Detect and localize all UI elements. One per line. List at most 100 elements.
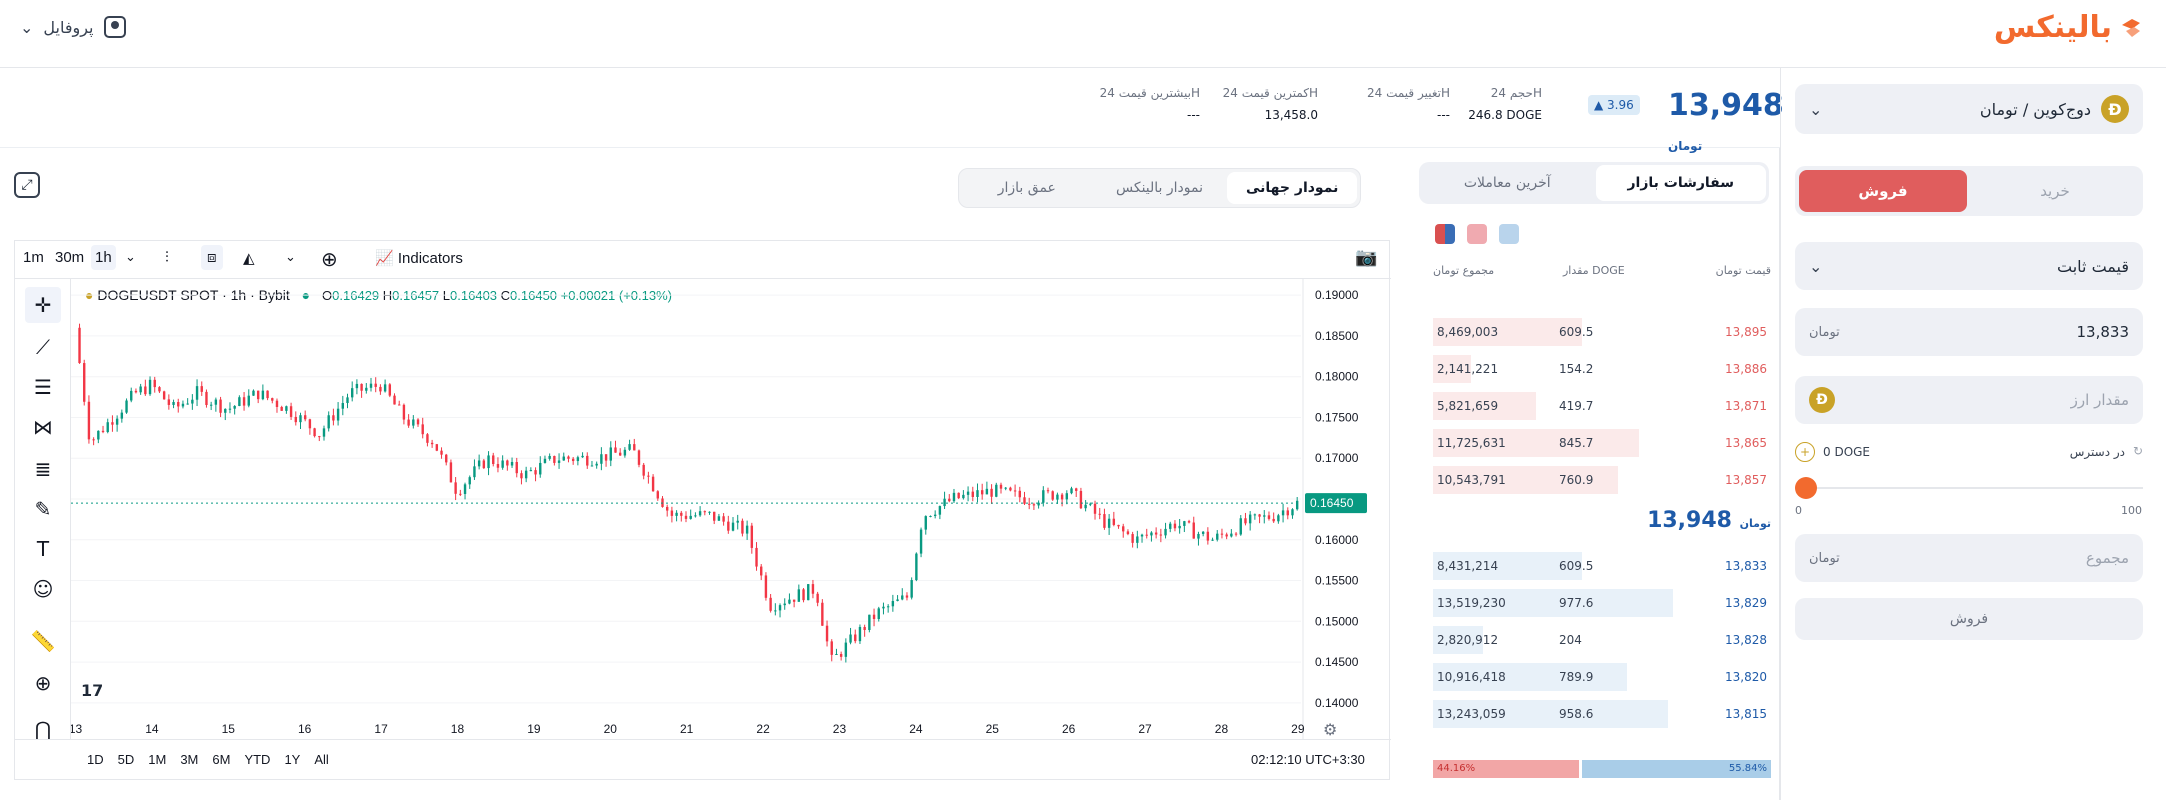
interval-1h[interactable]: 1h (91, 245, 116, 270)
ask-row[interactable]: 11,725,631 845.7 13,865 (1433, 429, 1771, 457)
candle (924, 516, 927, 530)
brush-icon[interactable]: ✎ (34, 497, 52, 521)
candles-icon[interactable]: ⧈ (201, 245, 223, 270)
chevron-down-icon[interactable]: ⌄ (285, 249, 296, 264)
logo-mark-icon (2122, 18, 2140, 37)
magnet-icon[interactable]: ⋂ (34, 717, 52, 741)
range-3m[interactable]: 3M (180, 752, 199, 767)
candle (745, 525, 749, 534)
doge-coin-icon: Ð (1809, 387, 1835, 413)
candle (910, 580, 913, 598)
chevron-down-icon[interactable]: ⌄ (125, 249, 136, 264)
trendline-icon[interactable]: ⟋ (36, 335, 50, 359)
candle (854, 634, 857, 642)
ask-row[interactable]: 2,141,221 154.2 13,886 (1433, 355, 1771, 383)
candle (665, 506, 669, 511)
bid-row[interactable]: 2,820,912 204 13,828 (1433, 626, 1771, 654)
view-both-icon[interactable] (1435, 224, 1455, 244)
text-icon[interactable]: T (36, 537, 50, 561)
zoom-icon[interactable]: ⊕ (34, 671, 52, 695)
camera-icon[interactable]: 📷 (1355, 247, 1378, 267)
y-tick-label: 0.19000 (1315, 288, 1359, 302)
tab-market-orders[interactable]: سفارشات بازار (1595, 165, 1766, 201)
amount-slider[interactable] (1795, 476, 2143, 500)
total-field[interactable]: تومان مجموع (1795, 534, 2143, 582)
view-bids-icon[interactable] (1499, 224, 1519, 244)
ask-row[interactable]: 8,469,003 609.5 13,895 (1433, 318, 1771, 346)
candle (1183, 521, 1186, 526)
range-all[interactable]: All (314, 752, 329, 767)
profile-menu[interactable]: ⌄ پروفایل (20, 16, 126, 38)
ruler-icon[interactable]: 📏 (30, 629, 56, 653)
candle (1145, 534, 1148, 536)
bid-row[interactable]: 13,519,230 977.6 13,829 (1433, 589, 1771, 617)
tab-depth[interactable]: عمق بازار (997, 180, 1056, 196)
add-indicator-icon[interactable]: ⊕ (321, 249, 338, 271)
slider-thumb[interactable] (1795, 477, 1817, 499)
stat-label: تغییر قیمت 24H (1366, 86, 1450, 100)
bid-row[interactable]: 8,431,214 609.5 13,833 (1433, 552, 1771, 580)
interval-1m[interactable]: 1m (23, 249, 44, 266)
ask-row[interactable]: 10,543,791 760.9 13,857 (1433, 466, 1771, 494)
pattern-icon[interactable]: ⋈ (33, 415, 53, 439)
candle (830, 641, 833, 655)
depth-bar (1433, 663, 1627, 691)
price-field[interactable]: تومان 13,833 (1795, 308, 2143, 356)
view-asks-icon[interactable] (1467, 224, 1487, 244)
bid-row[interactable]: 13,243,059 958.6 13,815 (1433, 700, 1771, 728)
candle (482, 460, 486, 469)
candle (703, 511, 707, 513)
drawing-tools: ✛ ⟋ ☰ ⋈ ≣ ✎ T ☺ 📏 ⊕ ⋂ (15, 279, 71, 741)
pair-selector[interactable]: ⌄ دوج‌کوین / تومان Ð (1795, 84, 2143, 134)
tab-balinex-chart[interactable]: نمودار بالینکس (1116, 180, 1204, 196)
candle (1107, 518, 1111, 528)
interval-30m[interactable]: 30m (55, 249, 85, 266)
settings-icon[interactable]: ⚙ (1323, 720, 1337, 739)
horizontal-lines-icon[interactable]: ☰ (34, 375, 52, 399)
candle (111, 422, 114, 425)
candle (1239, 518, 1242, 535)
candle (1079, 490, 1083, 509)
emoji-icon[interactable]: ☺ (32, 577, 54, 601)
logo-text: بالینکس (1993, 10, 2112, 45)
indicators-label: Indicators (397, 250, 463, 267)
range-1m[interactable]: 1M (148, 752, 167, 767)
price-plot[interactable]: 0.190000.185000.180000.175000.170000.165… (71, 279, 1391, 739)
bar-chart-icon[interactable]: ⫶ (165, 249, 169, 266)
ask-row[interactable]: 5,821,659 419.7 13,871 (1433, 392, 1771, 420)
expand-icon[interactable]: ⤢ (14, 172, 40, 198)
tab-sell[interactable]: فروش (1799, 170, 1967, 212)
area-chart-icon[interactable]: ◭ (243, 250, 255, 267)
refresh-icon[interactable]: ↻ (2132, 444, 2143, 458)
candle (1013, 490, 1017, 492)
tradingview-logo: 𝟭𝟳 (81, 683, 104, 700)
x-tick-label: 20 (604, 722, 618, 736)
candle (1065, 493, 1069, 500)
indicators-button[interactable]: 📈 Indicators (375, 249, 463, 267)
range-1d[interactable]: 1D (87, 752, 104, 767)
range-5d[interactable]: 5D (117, 752, 135, 767)
candle (1098, 513, 1101, 515)
plus-icon[interactable]: + (1795, 442, 1815, 462)
total-cell: 8,431,214 (1437, 559, 1499, 573)
price-unit: تومان (1668, 139, 1703, 153)
submit-sell-button[interactable]: فروش (1795, 598, 2143, 640)
tab-recent-trades[interactable]: آخرین معاملات (1463, 175, 1551, 191)
range-1y[interactable]: 1Y (284, 752, 301, 767)
candle (1009, 487, 1012, 491)
crosshair-icon[interactable]: ✛ (25, 287, 61, 323)
fib-icon[interactable]: ≣ (34, 457, 52, 481)
amount-field[interactable]: Ð مقدار ارز (1795, 376, 2143, 424)
range-ytd[interactable]: YTD (244, 752, 271, 767)
tab-buy[interactable]: خرید (2040, 182, 2070, 200)
candle (816, 593, 819, 603)
candle (957, 492, 960, 499)
order-type-select[interactable]: ⌄ قیمت ثابت (1795, 242, 2143, 290)
range-6m[interactable]: 6M (212, 752, 231, 767)
bid-row[interactable]: 10,916,418 789.9 13,820 (1433, 663, 1771, 691)
candle (181, 403, 185, 407)
candle (346, 397, 349, 404)
candle (289, 406, 293, 417)
logo[interactable]: بالینکس (1994, 10, 2142, 45)
tab-global-chart[interactable]: نمودار جهانی (1227, 172, 1358, 204)
